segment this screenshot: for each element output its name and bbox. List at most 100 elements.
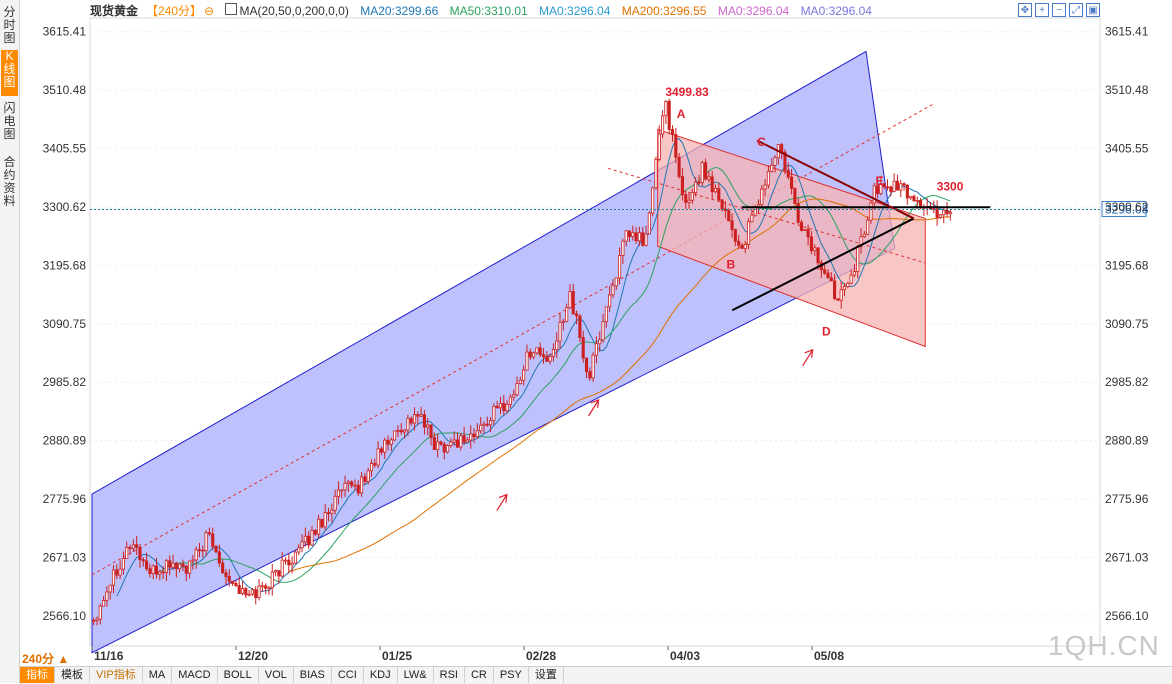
candle-body bbox=[505, 404, 509, 412]
plot-frame bbox=[89, 17, 1101, 647]
candle-body bbox=[475, 430, 479, 438]
indicator-tab-14[interactable]: 设置 bbox=[529, 667, 564, 683]
candle-body bbox=[489, 420, 493, 426]
x-tick-label: 11/16 bbox=[94, 649, 124, 663]
chart-area: 现货黄金 【240分】 ⊖ MA(20,50,0,200,0,0) MA20:329… bbox=[20, 0, 1172, 683]
indicator-tab-2[interactable]: VIP指标 bbox=[90, 667, 143, 683]
candle-body bbox=[508, 396, 512, 405]
candle-body bbox=[677, 156, 681, 177]
indicator-tab-1[interactable]: 模板 bbox=[55, 667, 90, 683]
chart-toolbar: ✥ + − ⤢ ▣ bbox=[1015, 2, 1100, 17]
tab-contract-info[interactable]: 合约资料 bbox=[3, 155, 16, 208]
candle-body bbox=[541, 354, 546, 357]
candle-body bbox=[207, 532, 211, 535]
candle-body bbox=[472, 433, 476, 438]
candle-body bbox=[274, 570, 278, 573]
indicator-tab-0[interactable]: 指标 bbox=[20, 667, 55, 683]
candle-body bbox=[270, 571, 274, 589]
candle-body bbox=[336, 489, 340, 497]
settings-circle-icon[interactable]: ⊖ bbox=[204, 4, 215, 18]
ma-params: MA(20,50,0,200,0,0) bbox=[239, 4, 349, 18]
candle-body bbox=[201, 549, 205, 552]
candle-body bbox=[115, 569, 119, 576]
candle-body bbox=[250, 589, 254, 595]
tab-lightning[interactable]: 闪电图 bbox=[3, 101, 16, 141]
candle-body bbox=[373, 463, 377, 466]
candle-body bbox=[727, 210, 731, 222]
candle-body bbox=[307, 535, 311, 546]
candle-body bbox=[128, 546, 132, 549]
candle-body bbox=[237, 585, 241, 594]
candle-body bbox=[571, 291, 575, 315]
indicator-tab-4[interactable]: MACD bbox=[172, 667, 218, 683]
move-icon[interactable]: ✥ bbox=[1018, 3, 1032, 17]
expand-icon[interactable]: ⤢ bbox=[1069, 3, 1083, 17]
support-arrow-icon bbox=[802, 348, 814, 367]
x-tick-label: 04/03 bbox=[670, 649, 700, 663]
candle-body bbox=[409, 418, 413, 424]
candle-body bbox=[627, 230, 632, 237]
candle-body bbox=[876, 185, 880, 194]
y-tick-label-right: 3300.62 bbox=[1105, 200, 1149, 214]
indicator-tab-11[interactable]: RSI bbox=[434, 667, 465, 683]
indicator-tab-3[interactable]: MA bbox=[143, 667, 173, 683]
candle-body bbox=[601, 321, 605, 341]
trendline-black bbox=[731, 217, 915, 312]
indicator-tab-6[interactable]: VOL bbox=[259, 667, 294, 683]
ma200-value: MA200:3296.55 bbox=[621, 4, 707, 18]
candle-body bbox=[892, 180, 896, 192]
fullscreen-icon[interactable]: ▣ bbox=[1086, 3, 1100, 17]
candle-body bbox=[799, 221, 804, 231]
period-label[interactable]: 【240分】 bbox=[146, 4, 203, 18]
candle-body bbox=[118, 568, 122, 576]
candle-body bbox=[532, 352, 536, 358]
candle-body bbox=[935, 208, 939, 219]
y-tick-label-left: 3300.62 bbox=[43, 200, 87, 214]
candle-body bbox=[634, 232, 638, 242]
ma-settings-icon[interactable] bbox=[225, 3, 238, 15]
indicator-tab-8[interactable]: CCI bbox=[332, 667, 364, 683]
candle-body bbox=[399, 429, 403, 433]
candle-body bbox=[479, 424, 483, 432]
period-badge[interactable]: 240分 ▲ bbox=[22, 652, 70, 666]
candle-body bbox=[674, 134, 678, 158]
x-tick-label: 01/25 bbox=[382, 649, 412, 663]
candle-body bbox=[260, 585, 264, 588]
chart-header: 现货黄金 【240分】 ⊖ MA(20,50,0,200,0,0) MA20:329… bbox=[90, 2, 880, 18]
indicator-tab-13[interactable]: PSY bbox=[494, 667, 529, 683]
candle-body bbox=[310, 529, 314, 546]
zoom-in-icon[interactable]: + bbox=[1035, 3, 1049, 17]
candle-body bbox=[773, 157, 777, 166]
candle-body bbox=[654, 158, 658, 189]
indicator-tab-7[interactable]: BIAS bbox=[294, 667, 332, 683]
indicator-tab-10[interactable]: LW& bbox=[398, 667, 434, 683]
candle-body bbox=[426, 424, 430, 428]
candle-body bbox=[826, 272, 830, 279]
ma200-line bbox=[288, 198, 951, 573]
y-tick-label-right: 2880.89 bbox=[1105, 434, 1149, 448]
candle-body bbox=[211, 533, 215, 547]
y-tick-label-left: 2985.82 bbox=[43, 375, 87, 389]
candle-body bbox=[267, 587, 271, 590]
candle-body bbox=[591, 354, 595, 379]
watermark: 1QH.CN bbox=[1048, 630, 1160, 661]
blue-trend-channel bbox=[91, 50, 896, 654]
candle-body bbox=[915, 200, 919, 202]
y-tick-label-right: 2985.82 bbox=[1105, 375, 1149, 389]
tab-time-sharing[interactable]: 分时图 bbox=[3, 5, 16, 45]
indicator-tab-12[interactable]: CR bbox=[465, 667, 494, 683]
candle-body bbox=[495, 405, 499, 409]
zoom-out-icon[interactable]: − bbox=[1052, 3, 1066, 17]
candle-body bbox=[317, 518, 321, 535]
indicator-tab-5[interactable]: BOLL bbox=[218, 667, 259, 683]
candle-body bbox=[135, 544, 139, 548]
ma0-value-1: MA0:3296.04 bbox=[539, 4, 611, 18]
candlestick-chart[interactable]: 3296.08 3615.41 3510.48 3405.55 3300.62 3195… bbox=[20, 0, 1172, 666]
candle-body bbox=[188, 560, 192, 574]
candle-body bbox=[174, 562, 178, 570]
blue-channel-midline bbox=[91, 103, 934, 576]
indicator-tab-9[interactable]: KDJ bbox=[364, 667, 398, 683]
y-tick-label-right: 3405.55 bbox=[1105, 142, 1149, 156]
candle-body bbox=[224, 572, 228, 577]
